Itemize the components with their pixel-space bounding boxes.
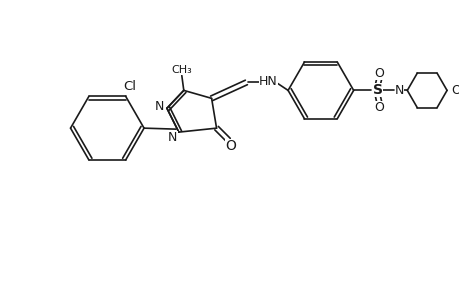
Text: O: O xyxy=(450,84,459,97)
Text: O: O xyxy=(374,101,384,114)
Text: N: N xyxy=(168,130,177,144)
Text: Cl: Cl xyxy=(123,80,136,93)
Text: CH₃: CH₃ xyxy=(171,64,192,74)
Text: S: S xyxy=(372,83,382,98)
Text: N: N xyxy=(394,84,403,97)
Text: N: N xyxy=(154,100,163,113)
Text: O: O xyxy=(374,67,384,80)
Text: O: O xyxy=(224,139,235,153)
Text: HN: HN xyxy=(258,75,277,88)
